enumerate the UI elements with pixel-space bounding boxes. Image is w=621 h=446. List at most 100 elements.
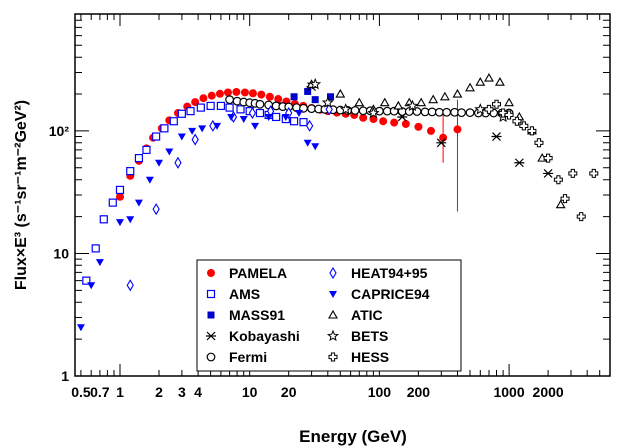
data-point xyxy=(272,112,281,122)
data-point xyxy=(436,138,447,148)
data-point xyxy=(453,125,462,134)
data-point xyxy=(560,194,570,204)
legend-entry: Fermi xyxy=(206,349,267,365)
data-point xyxy=(169,117,178,126)
data-point xyxy=(299,118,308,127)
data-point xyxy=(251,122,260,130)
series-atic xyxy=(306,72,566,209)
data-point xyxy=(155,159,164,167)
legend-label: Kobayashi xyxy=(229,328,300,344)
data-point xyxy=(248,106,257,120)
data-point xyxy=(457,108,466,118)
data-point xyxy=(223,88,232,97)
data-point xyxy=(401,119,410,128)
data-point xyxy=(225,103,234,112)
legend-entry: BETS xyxy=(326,328,388,344)
x-tick-labels: 0.5 0.7 1 2 3 4 10 20 100 200 1000 2000 xyxy=(71,384,564,400)
legend-entry: HEAT94+95 xyxy=(329,265,428,281)
x-tick-label: 3 xyxy=(178,384,186,400)
data-point xyxy=(484,72,494,82)
data-point xyxy=(414,122,423,131)
data-point xyxy=(512,116,522,126)
data-point xyxy=(426,126,435,135)
data-marks xyxy=(76,72,599,332)
data-point xyxy=(543,168,554,178)
legend-entry: MASS91 xyxy=(207,307,285,323)
data-point xyxy=(350,106,360,115)
data-point xyxy=(152,132,161,141)
data-point xyxy=(186,107,195,116)
data-point xyxy=(474,103,487,115)
legend-marker xyxy=(206,289,216,299)
data-point xyxy=(504,110,514,120)
legend-label: ATIC xyxy=(351,307,383,323)
data-point xyxy=(555,199,566,209)
legend-label: AMS xyxy=(229,286,260,302)
data-point xyxy=(367,106,380,119)
data-point xyxy=(311,143,320,151)
data-point xyxy=(354,97,365,107)
data-point xyxy=(198,125,207,133)
y-tick-label: 10 xyxy=(53,245,69,261)
legend-marker xyxy=(206,352,216,362)
data-point xyxy=(553,175,563,185)
data-point xyxy=(257,90,266,99)
data-point xyxy=(177,109,186,118)
data-point xyxy=(589,168,599,178)
data-point xyxy=(568,168,578,178)
data-point xyxy=(240,88,249,97)
data-point xyxy=(465,82,475,92)
data-point xyxy=(134,154,144,163)
x-axis-label: Energy (GeV) xyxy=(299,427,407,446)
y-tick-labels: 1 10 10² xyxy=(49,123,70,384)
legend: PAMELA HEAT94+95 AMS CAPRICE94 MASS91 ATIC Kob… xyxy=(196,259,462,372)
data-point xyxy=(160,124,169,133)
data-point xyxy=(232,87,241,96)
legend-label: BETS xyxy=(351,328,388,344)
data-point xyxy=(274,95,283,104)
data-point xyxy=(327,93,335,101)
data-point xyxy=(206,101,215,111)
data-point xyxy=(543,153,553,163)
data-point xyxy=(379,117,388,126)
data-point xyxy=(126,216,135,224)
data-point xyxy=(290,93,298,101)
data-point xyxy=(213,122,222,130)
data-point xyxy=(465,108,475,118)
data-point xyxy=(199,94,208,103)
data-point xyxy=(115,192,124,201)
data-point xyxy=(126,167,135,176)
data-point xyxy=(492,99,502,109)
x-tick-label: 200 xyxy=(407,384,431,400)
data-point xyxy=(191,133,199,146)
data-point xyxy=(108,198,117,207)
legend-entry: ATIC xyxy=(328,307,383,323)
data-point xyxy=(115,185,125,195)
legend-entry: HESS xyxy=(328,349,389,365)
data-point xyxy=(390,118,399,127)
data-point xyxy=(484,104,494,114)
data-point xyxy=(95,259,104,267)
data-point xyxy=(307,104,316,114)
legend-box xyxy=(196,259,462,372)
data-point xyxy=(82,276,91,285)
data-point xyxy=(406,99,419,112)
data-point xyxy=(321,96,334,108)
data-point xyxy=(504,97,515,107)
legend-label: PAMELA xyxy=(229,265,287,281)
x-tick-label: 1000 xyxy=(493,384,524,400)
x-tick-label: 1 xyxy=(116,384,124,400)
data-point xyxy=(215,89,224,98)
series-hess xyxy=(484,99,599,222)
y-tick-label: 10² xyxy=(49,123,70,139)
legend-marker xyxy=(326,329,340,342)
x-tick-label: 0.5 xyxy=(71,384,91,400)
data-point xyxy=(91,244,100,253)
data-point xyxy=(309,77,322,90)
data-point xyxy=(255,108,265,118)
data-point xyxy=(196,103,205,112)
data-point xyxy=(311,96,319,104)
data-point xyxy=(177,133,186,141)
data-point xyxy=(265,92,274,101)
